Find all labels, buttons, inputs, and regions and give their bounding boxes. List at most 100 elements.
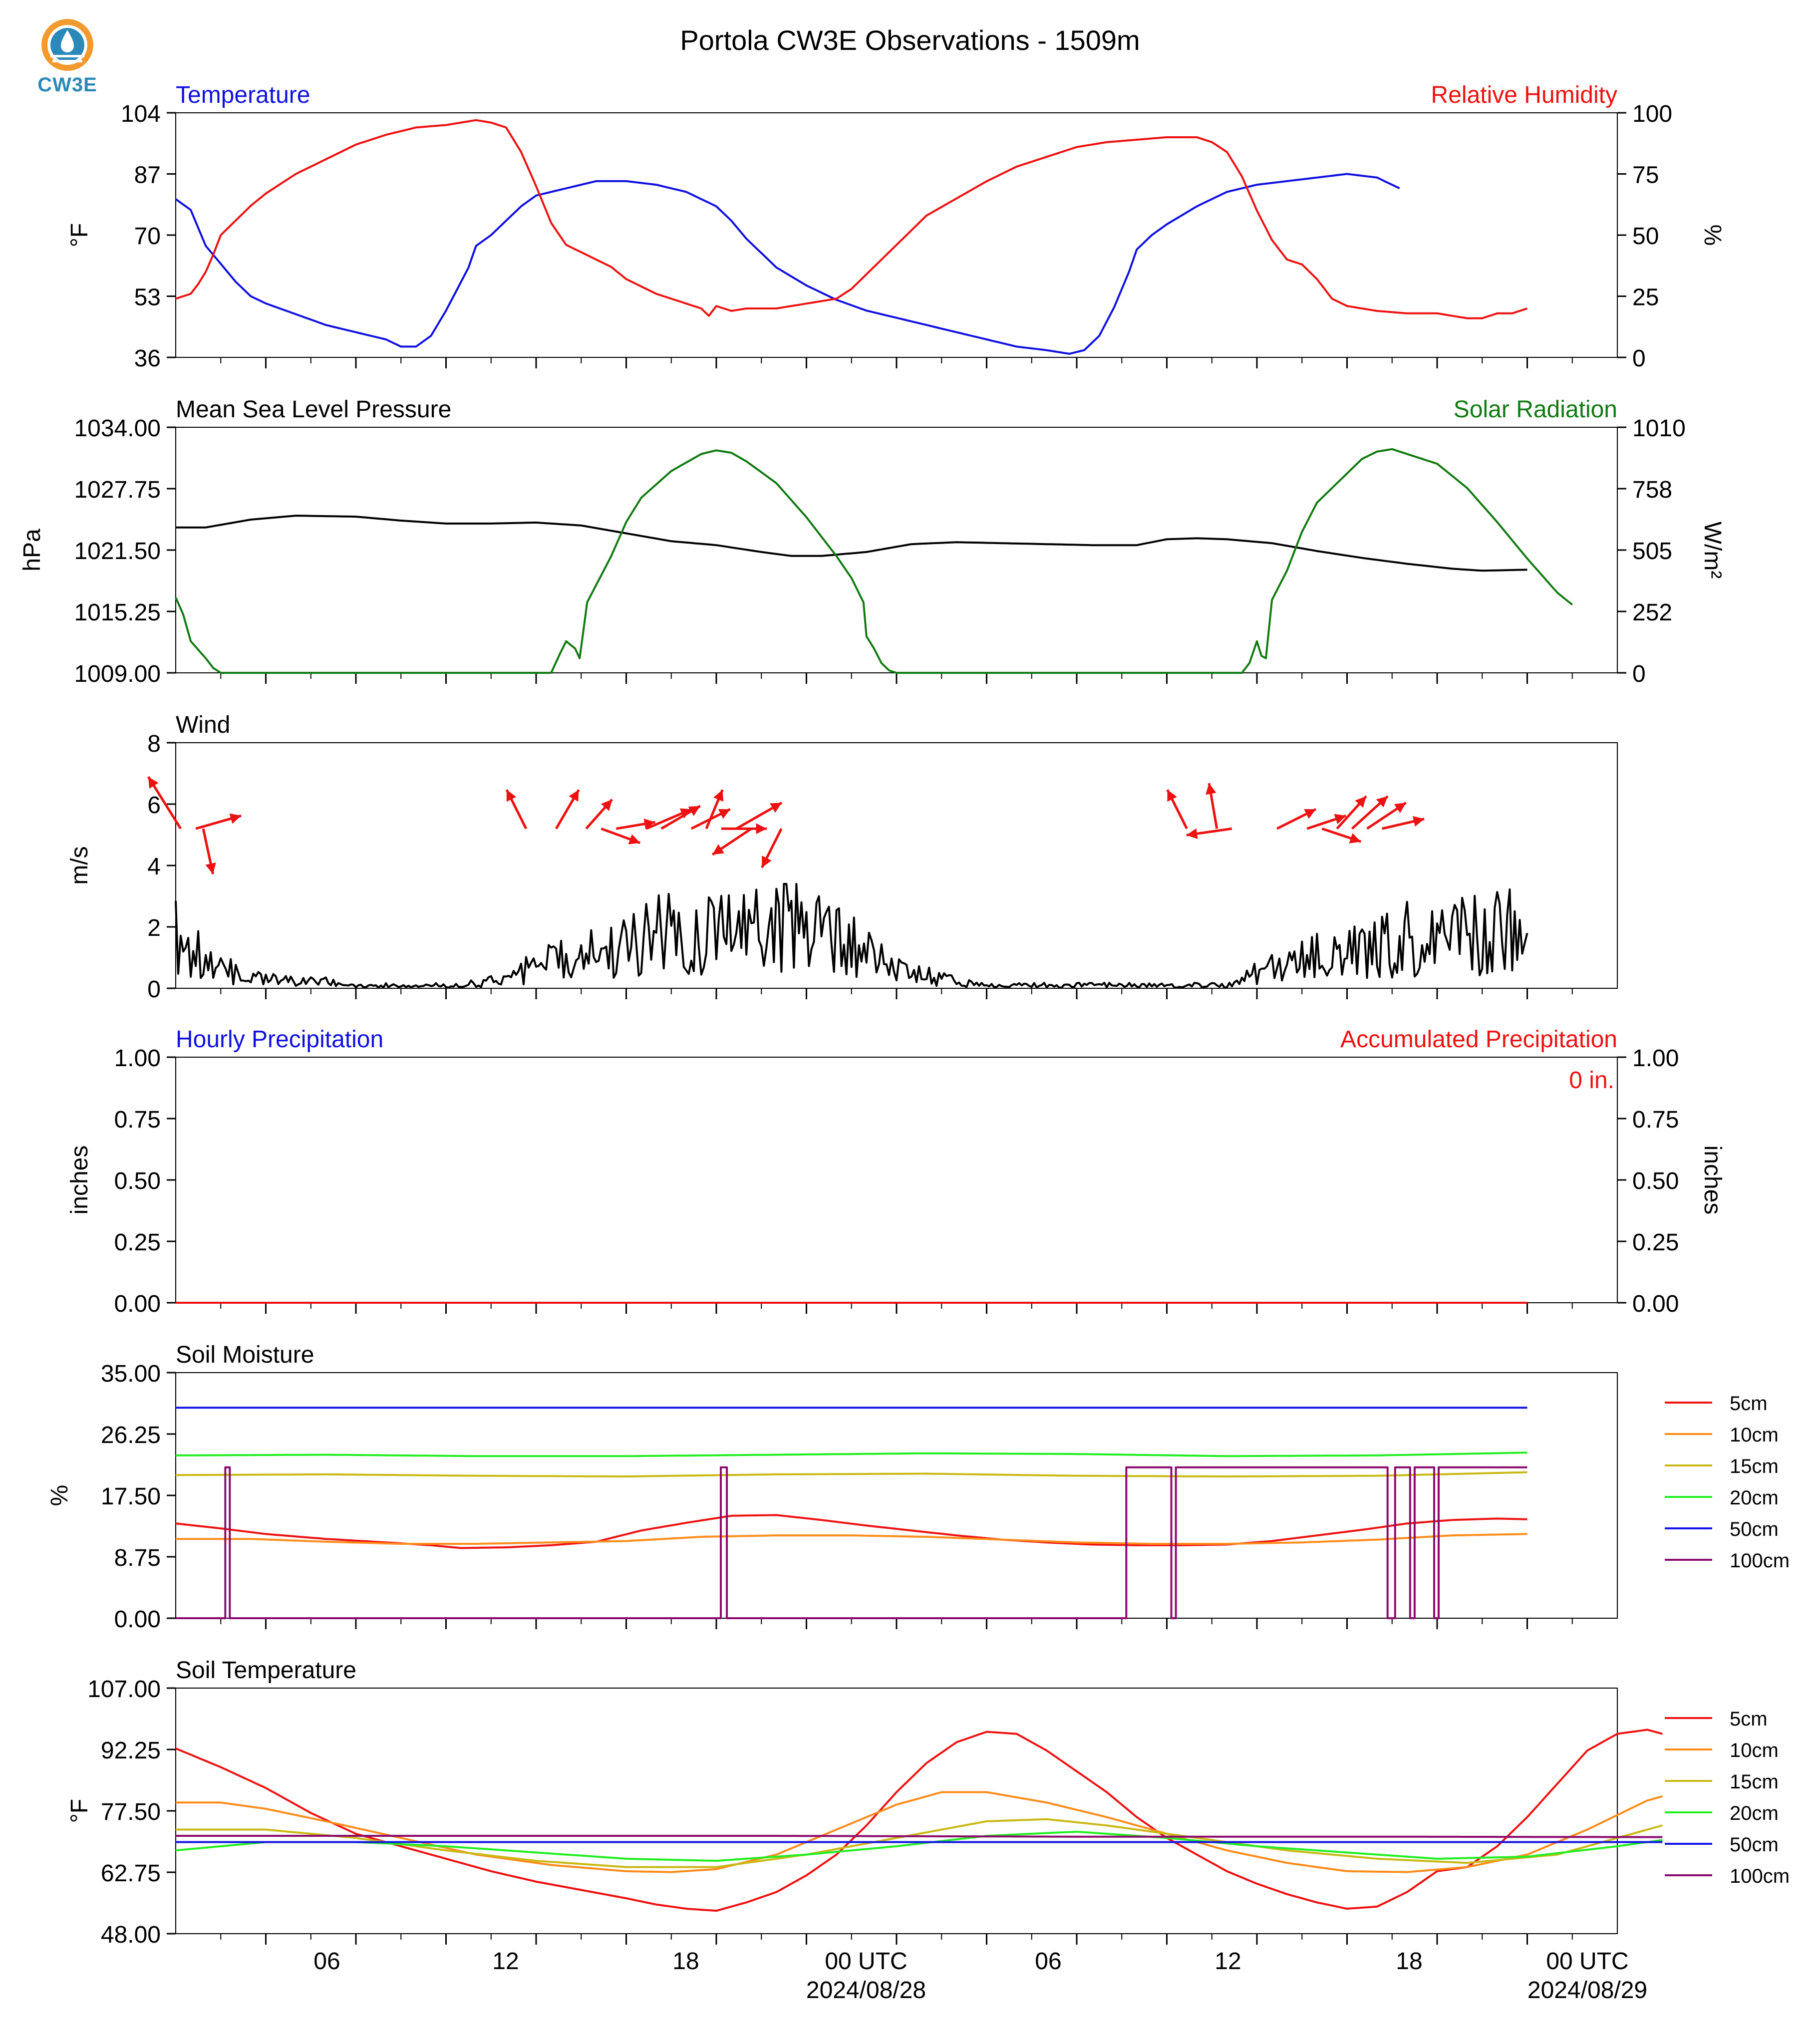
x-tick-label: 12 — [1214, 1948, 1241, 1975]
x-tick-label: 18 — [672, 1948, 699, 1975]
y-right-tick-label: 75 — [1632, 162, 1659, 189]
y-right-axis-label: % — [1699, 225, 1726, 246]
panel-title-left: Temperature — [176, 82, 310, 108]
wind-arrow-head — [1394, 803, 1406, 814]
y-tick-label: 0.50 — [114, 1168, 161, 1194]
x-date-label: 2024/08/29 — [1527, 1977, 1647, 2004]
wind-arrow-head — [1334, 814, 1346, 825]
y-tick-label: 53 — [134, 285, 161, 311]
legend-label: 100cm — [1730, 1865, 1790, 1887]
x-tick-label: 00 UTC — [1546, 1948, 1628, 1975]
y-tick-label: 6 — [147, 792, 161, 819]
legend-label: 50cm — [1730, 1834, 1779, 1856]
panel-title-right: Accumulated Precipitation — [1340, 1026, 1617, 1053]
y-right-tick-label: 252 — [1632, 599, 1672, 626]
y-tick-label: 77.50 — [101, 1799, 161, 1825]
panel-title-left: Soil Temperature — [176, 1657, 356, 1684]
legend-label: 10cm — [1730, 1739, 1779, 1761]
series-100cm — [176, 1835, 1663, 1838]
y-tick-label: 1015.25 — [74, 599, 161, 626]
y-tick-label: 0.75 — [114, 1107, 161, 1133]
legend-label: 50cm — [1730, 1518, 1779, 1540]
plot-frame — [175, 1688, 1618, 1934]
x-date-label: 2024/08/28 — [806, 1977, 926, 2004]
wind-arrow-head — [205, 863, 216, 874]
panel-wind: 8 6 4 2 0 Wind m/s — [66, 712, 1618, 1003]
y-tick-label: 1034.00 — [74, 415, 161, 442]
y-right-tick-label: 0 — [1632, 661, 1646, 687]
legend-label: 15cm — [1730, 1771, 1779, 1793]
series-solar-radiation — [175, 448, 1573, 674]
y-axis-label: % — [46, 1485, 73, 1506]
cw3e-logo: CW3E — [30, 15, 105, 105]
y-tick-label: 62.75 — [101, 1860, 161, 1887]
y-tick-label: 92.25 — [101, 1738, 161, 1764]
y-tick-label: 17.50 — [101, 1483, 161, 1510]
chart-title: Portola CW3E Observations - 1509m — [680, 24, 1140, 56]
y-right-tick-label: 0 — [1632, 345, 1646, 372]
y-right-tick-label: 100 — [1632, 101, 1672, 127]
wind-arrow-head — [712, 844, 725, 855]
panel-title-left: Wind — [176, 712, 230, 738]
series-15cm — [176, 1471, 1527, 1477]
wind-arrow-head — [628, 834, 640, 845]
wind-arrow-head — [1186, 828, 1198, 839]
y-tick-label: 26.25 — [101, 1422, 161, 1449]
y-tick-label: 104 — [121, 101, 161, 127]
y-right-axis-label: inches — [1699, 1146, 1726, 1215]
panel-title-left: Hourly Precipitation — [176, 1026, 383, 1053]
legend: 5cm 10cm 15cm 20cm 50cm 100cm — [1665, 1393, 1790, 1572]
x-tick-label: 18 — [1396, 1948, 1422, 1975]
y-right-tick-label: 505 — [1632, 538, 1672, 565]
wind-arrow-head — [506, 790, 517, 802]
plot-frame — [175, 427, 1618, 673]
plot-frame — [175, 1057, 1618, 1303]
legend-label: 5cm — [1730, 1708, 1768, 1730]
y-right-tick-label: 50 — [1632, 223, 1659, 250]
y-tick-label: 87 — [134, 162, 161, 189]
y-axis-label: °F — [66, 1799, 93, 1823]
y-right-tick-label: 1010 — [1632, 415, 1686, 442]
series-temperature — [175, 173, 1400, 355]
y-axis-label: °F — [66, 223, 93, 248]
y-right-tick-label: 0.75 — [1632, 1107, 1679, 1133]
legend-label: 20cm — [1730, 1802, 1779, 1824]
y-tick-label: 35.00 — [101, 1361, 161, 1387]
wind-arrow-head — [229, 813, 242, 824]
y-tick-label: 1.00 — [114, 1045, 161, 1072]
wind-arrow-head — [713, 790, 724, 802]
legend-label: 100cm — [1730, 1550, 1790, 1572]
wind-arrow-head — [770, 803, 782, 813]
wind-arrow-head — [1412, 816, 1425, 827]
wind-arrow-head — [1355, 796, 1366, 808]
series-10cm — [176, 1533, 1527, 1545]
cw3e-logo-text: CW3E — [37, 74, 97, 96]
series-mean-sea-level-pressure — [176, 515, 1527, 572]
y-tick-label: 1009.00 — [74, 661, 161, 687]
y-axis-label: inches — [66, 1146, 93, 1215]
series-relative-humidity — [175, 119, 1528, 319]
y-tick-label: 8 — [147, 731, 161, 757]
legend-label: 15cm — [1730, 1455, 1779, 1477]
x-tick-label: 06 — [1035, 1948, 1061, 1975]
wind-arrow-head — [718, 809, 730, 819]
panel-soil_moisture: 35.00 26.25 17.50 8.75 0.00 Soil Moisture% 5cm… — [46, 1342, 1790, 1633]
y-right-axis-label: W/m² — [1699, 522, 1726, 579]
y-right-tick-label: 758 — [1632, 477, 1672, 503]
wind-arrow-head — [762, 856, 772, 868]
plot-frame — [175, 1372, 1618, 1619]
chart-panels: 104 87 70 53 36 100 75 50 25 0 Temperature Relative… — [19, 82, 1790, 2004]
panel-temp_rh: 104 87 70 53 36 100 75 50 25 0 Temperature Relative… — [66, 82, 1726, 372]
y-right-tick-label: 25 — [1632, 285, 1659, 311]
y-tick-label: 70 — [134, 223, 161, 250]
y-tick-label: 4 — [147, 854, 161, 880]
series-100cm — [176, 1466, 1527, 1619]
y-tick-label: 0.00 — [114, 1291, 161, 1317]
wind-arrow-head — [1376, 796, 1388, 808]
cw3e-logo-mark — [41, 19, 93, 71]
panel-title-left: Mean Sea Level Pressure — [176, 396, 451, 423]
series-10cm — [176, 1791, 1663, 1873]
y-tick-label: 0.25 — [114, 1229, 161, 1256]
x-tick-label: 06 — [313, 1948, 340, 1975]
